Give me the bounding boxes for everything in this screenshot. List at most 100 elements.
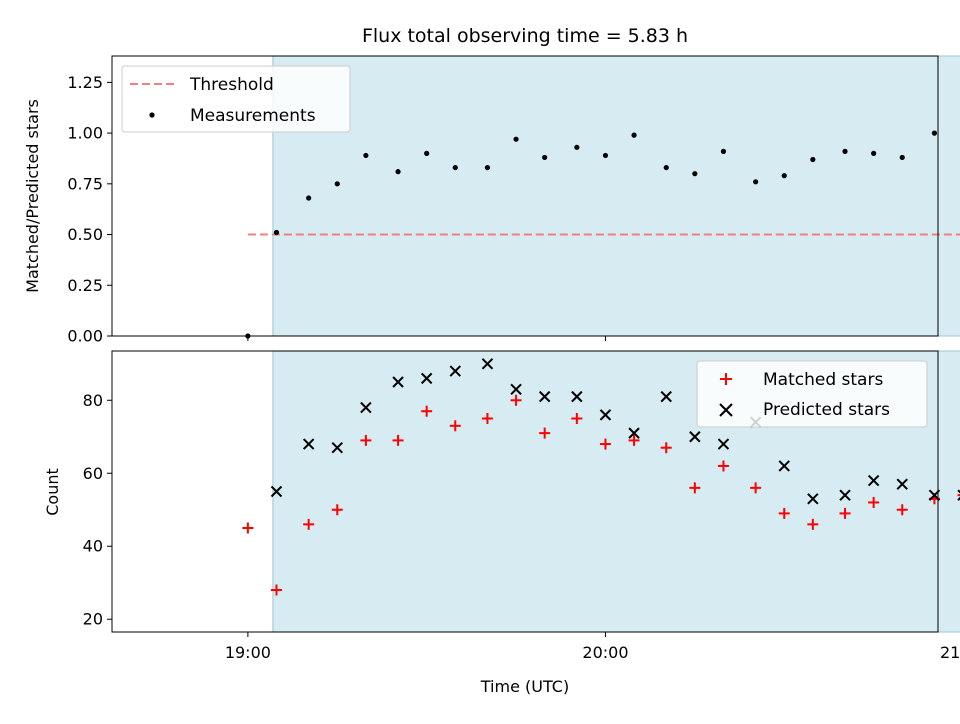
matched-star-point [360, 434, 372, 446]
legend-measurements-label: Measurements [190, 106, 316, 126]
measurement-point [395, 169, 401, 175]
bottom-y-axis-ticks: 20 40 60 80 [83, 391, 112, 629]
predicted-star-point [807, 493, 819, 505]
matched-star-point [689, 482, 701, 494]
bottom-x-axis-label: Time (UTC) [480, 677, 569, 696]
matched-star-point [868, 496, 880, 508]
bottom-legend: Matched stars Predicted stars [696, 360, 928, 428]
measurement-point [273, 229, 280, 236]
predicted-star-point [628, 427, 640, 439]
predicted-star-point [449, 365, 461, 377]
matched-star-point [421, 405, 433, 417]
bottom-y-tick-label: 60 [83, 464, 103, 483]
bottom-x-tick-label: 21:00 [940, 643, 960, 662]
matched-star-point [539, 427, 551, 439]
legend-predicted-swatch [719, 403, 733, 417]
measurement-point [424, 150, 430, 156]
measurement-point [574, 144, 580, 150]
top-legend: Threshold Measurements [121, 65, 351, 133]
matched-star-point [750, 482, 762, 494]
predicted-star-point [538, 390, 551, 403]
measurement-points [245, 130, 938, 339]
legend-measurements-swatch [149, 112, 155, 118]
matched-star-point [660, 442, 672, 454]
matched-star-point [242, 522, 254, 534]
predicted-star-point [717, 438, 730, 450]
measurement-point [692, 171, 698, 177]
matched-star-point [270, 584, 282, 596]
measurement-point [334, 181, 340, 187]
top-plot-frame [111, 55, 939, 337]
bottom-y-tick-label: 40 [83, 537, 103, 556]
bottom-legend-box [696, 360, 928, 428]
legend-matched-swatch [720, 373, 732, 385]
bottom-x-tick-label: 20:00 [582, 643, 628, 662]
top-y-tick-label: 0.25 [67, 276, 103, 295]
top-y-tick-label: 0.00 [67, 327, 103, 346]
top-panel: Flux total observing time = 5.83 h 0.00 0… [23, 25, 960, 346]
measurement-point [513, 136, 519, 142]
measurement-point [484, 164, 491, 171]
predicted-star-point [571, 390, 583, 403]
matched-star-point [449, 420, 461, 432]
matched-star-point [628, 434, 640, 446]
top-y-tick-label: 0.50 [67, 225, 103, 244]
predicted-star-point [302, 438, 315, 450]
measurement-point [452, 164, 458, 171]
predicted-star-point [689, 431, 701, 443]
measurement-point [931, 130, 938, 136]
matched-star-point [481, 413, 493, 425]
predicted-star-point [331, 442, 343, 454]
top-legend-box [121, 65, 351, 133]
top-y-tick-label: 0.75 [67, 174, 103, 193]
matched-star-point [957, 494, 960, 497]
bottom-y-tick-label: 80 [83, 391, 103, 410]
predicted-star-point [360, 401, 372, 414]
predicted-star-point [599, 409, 612, 421]
predicted-star-point [392, 376, 404, 388]
measurement-point [842, 148, 848, 154]
matched-star-point [303, 518, 315, 530]
top-y-axis-ticks: 0.00 0.25 0.50 0.75 1.00 1.25 [67, 73, 112, 346]
matched-star-point [510, 394, 522, 406]
bottom-y-tick-label: 20 [83, 610, 103, 629]
predicted-star-point [510, 383, 522, 396]
measurement-point [871, 150, 877, 156]
top-y-tick-label: 1.25 [67, 73, 103, 92]
legend-threshold-label: Threshold [189, 75, 274, 95]
matched-star-point [839, 507, 851, 519]
measurement-point [753, 179, 759, 185]
bottom-x-tick-label: 19:00 [225, 643, 271, 662]
legend-predicted-label: Predicted stars [763, 400, 890, 420]
predicted-star-point [839, 489, 851, 501]
measurement-point [363, 152, 369, 159]
measurement-point [899, 154, 905, 161]
measurement-point [810, 156, 816, 163]
matched-star-point [599, 438, 611, 450]
matched-star-point [778, 507, 790, 519]
matched-stars-points [242, 394, 960, 596]
matched-star-point [571, 413, 583, 425]
top-x-axis-ticks [247, 336, 606, 341]
bottom-y-axis-label: Count [43, 468, 62, 516]
top-chart-title: Flux total observing time = 5.83 h [362, 25, 688, 47]
measurement-point [542, 154, 548, 161]
matched-star-point [331, 504, 343, 516]
top-shaded-span [272, 55, 960, 337]
predicted-star-point [896, 478, 908, 490]
matched-star-point [392, 434, 404, 446]
legend-matched-label: Matched stars [763, 370, 883, 390]
measurement-point [781, 173, 787, 179]
bottom-plot-frame [111, 350, 939, 633]
measurement-point [631, 132, 637, 138]
predicted-star-point [270, 485, 283, 498]
measurement-point [663, 164, 669, 171]
predicted-star-point [481, 358, 494, 370]
matched-star-point [717, 460, 729, 472]
matched-star-point [896, 504, 908, 516]
predicted-star-point [867, 474, 880, 487]
measurement-point [602, 152, 609, 159]
